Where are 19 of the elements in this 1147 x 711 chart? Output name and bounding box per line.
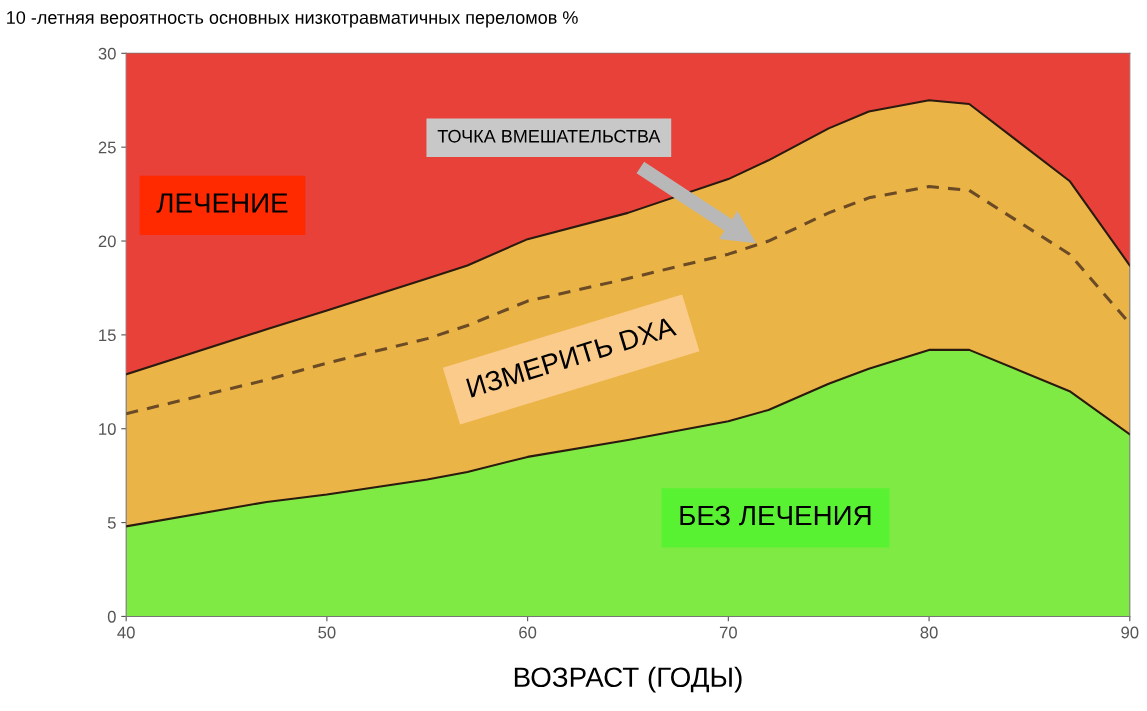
y-tick-label: 0 bbox=[107, 610, 116, 623]
x-tick-label: 70 bbox=[719, 626, 737, 639]
annotation: БЕЗ ЛЕЧЕНИЯ bbox=[680, 505, 871, 526]
chart-title: 10 -летняя вероятность основных низкотравматичных переломов % bbox=[7, 11, 578, 28]
y-tick-label: 30 bbox=[98, 47, 116, 60]
x-tick-label: 90 bbox=[1121, 626, 1139, 639]
y-tick-label: 15 bbox=[99, 329, 116, 342]
annotation: ЛЕЧЕНИЕ bbox=[156, 193, 288, 213]
line-series bbox=[126, 185, 1130, 416]
x-tick-label: 80 bbox=[920, 626, 938, 639]
y-tick-label: 20 bbox=[98, 235, 116, 248]
annotation: ТОЧКА ВМЕШАТЕЛЬСТВА bbox=[437, 129, 661, 143]
y-tick-label: 5 bbox=[107, 517, 116, 529]
x-tick-label: 40 bbox=[117, 626, 135, 639]
y-tick-label: 10 bbox=[99, 423, 116, 435]
y-tick-label: 25 bbox=[98, 141, 116, 154]
x-tick-label: 50 bbox=[318, 626, 336, 639]
x-axis-title: ВОЗРАСТ (ГОДЫ) bbox=[514, 666, 742, 693]
x-tick-label: 60 bbox=[519, 626, 537, 639]
